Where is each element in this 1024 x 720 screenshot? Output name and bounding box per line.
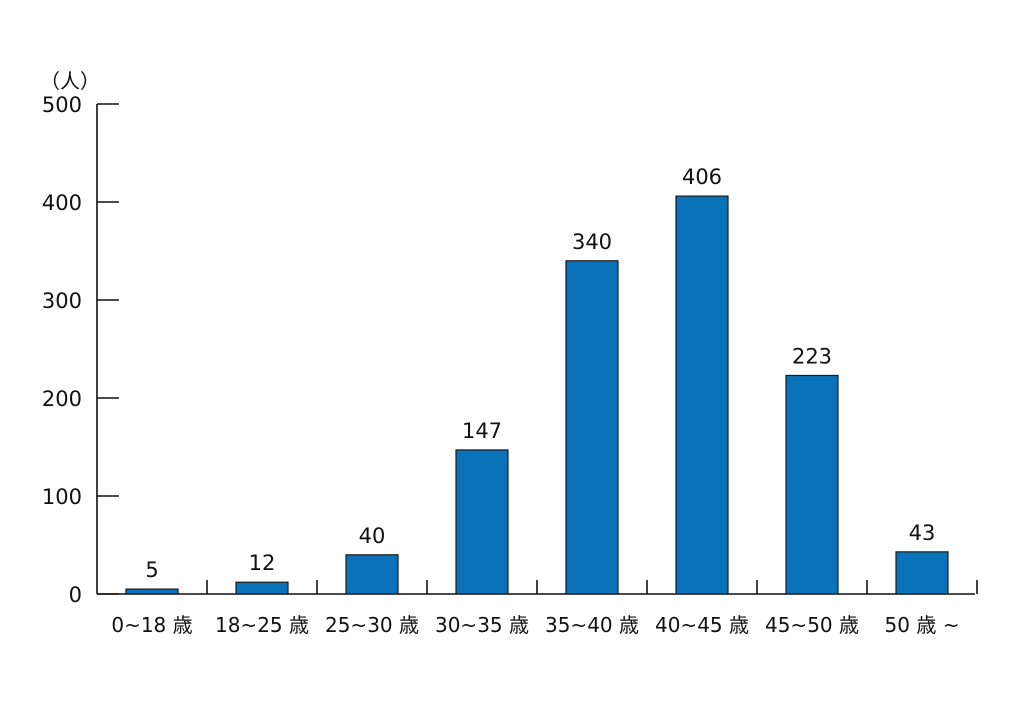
bar <box>125 588 179 595</box>
x-category-label: 30~35 歳 <box>435 613 529 637</box>
bar-value-label: 406 <box>682 165 722 189</box>
bar-value-label: 5 <box>145 558 158 582</box>
y-tick-label: 200 <box>42 387 82 411</box>
x-axis <box>97 580 978 595</box>
bar-value-label: 43 <box>909 521 936 545</box>
bar-value-label: 12 <box>249 551 276 575</box>
bar <box>455 449 509 595</box>
bar-value-label: 40 <box>359 524 386 548</box>
y-tick-label: 300 <box>42 289 82 313</box>
bar <box>565 260 619 595</box>
y-tick-label: 100 <box>42 485 82 509</box>
y-tick-label: 400 <box>42 191 82 215</box>
bars-group <box>125 195 949 595</box>
value-labels-group: 5 12 40 147 340 406 223 43 <box>145 165 935 582</box>
x-category-label: 0~18 歳 <box>111 613 192 637</box>
bar <box>895 551 949 595</box>
x-category-label: 40~45 歳 <box>655 613 749 637</box>
y-tick-label: 0 <box>69 583 82 607</box>
bar <box>345 554 399 595</box>
y-axis-unit-label: （人） <box>40 69 100 93</box>
category-labels-group: 0~18 歳 18~25 歳 25~30 歳 30~35 歳 35~40 歳 40~45 … <box>111 613 959 637</box>
x-category-label: 45~50 歳 <box>765 613 859 637</box>
y-tick-label: 500 <box>42 93 82 117</box>
bar <box>235 581 289 595</box>
bar <box>785 374 839 595</box>
bar-value-label: 147 <box>462 419 502 443</box>
x-category-label: 18~25 歳 <box>215 613 309 637</box>
bar <box>675 195 729 595</box>
bar-value-label: 340 <box>572 230 612 254</box>
y-axis: 0 100 200 300 400 500 <box>42 93 119 607</box>
x-category-label: 25~30 歳 <box>325 613 419 637</box>
x-category-label: 50 歳 ~ <box>885 613 960 637</box>
bar-value-label: 223 <box>792 344 832 368</box>
x-category-label: 35~40 歳 <box>545 613 639 637</box>
